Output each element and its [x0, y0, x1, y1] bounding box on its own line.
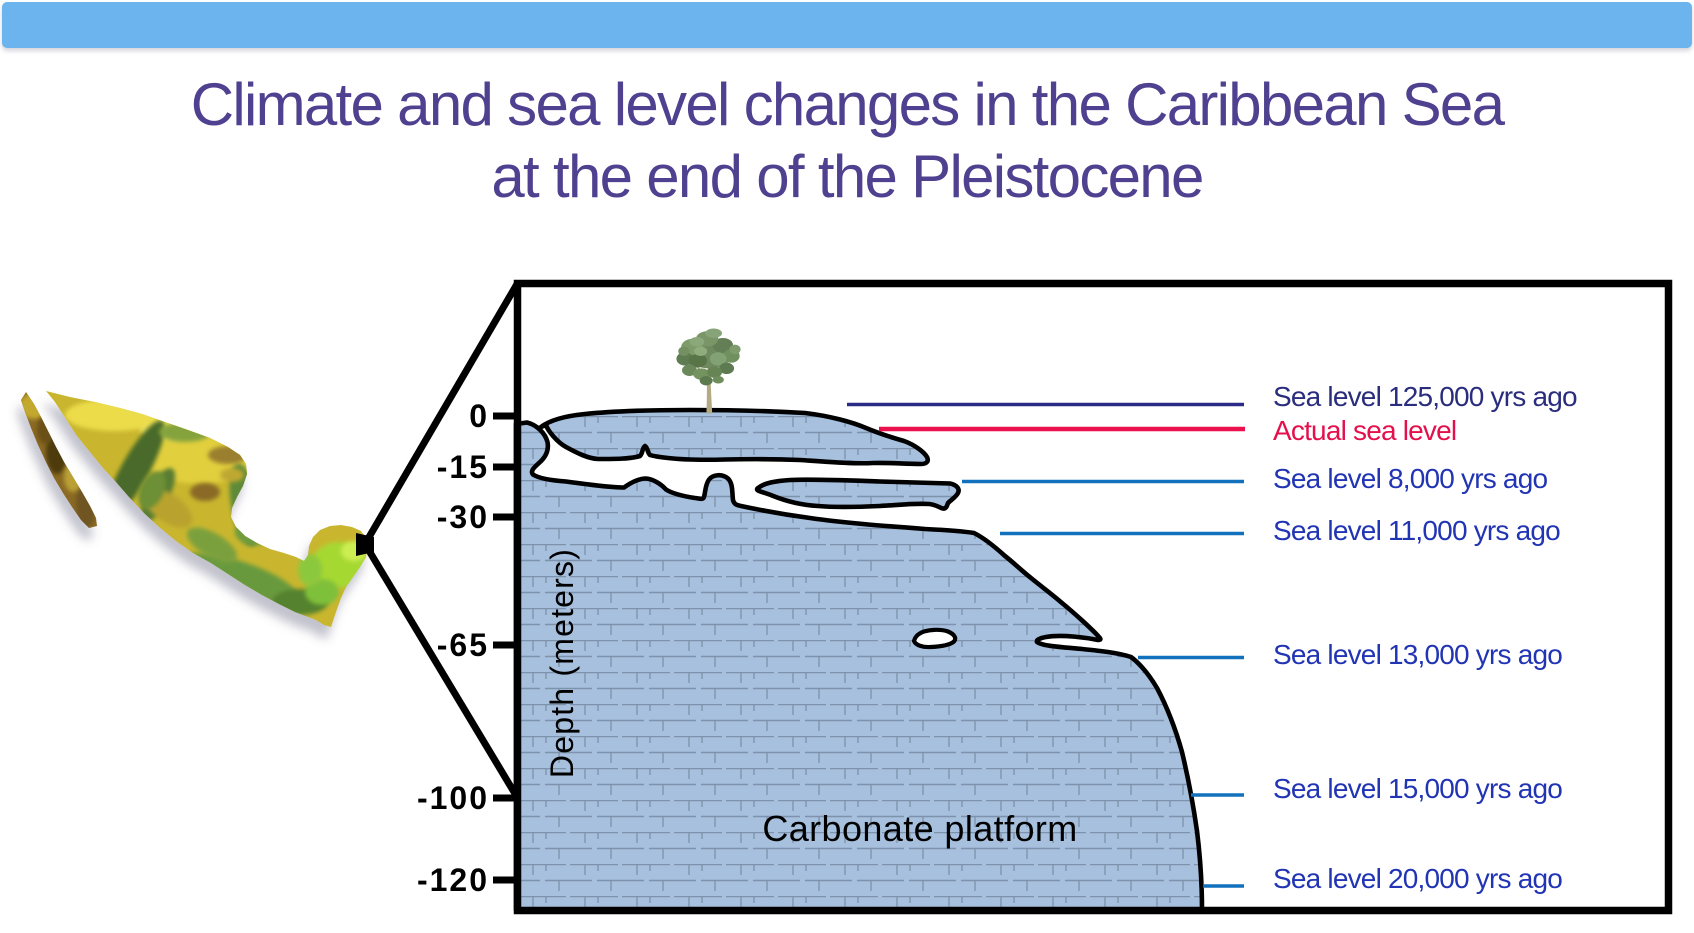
svg-text:Sea level 20,000 yrs ago: Sea level 20,000 yrs ago	[1273, 863, 1562, 894]
svg-text:Actual sea level: Actual sea level	[1273, 415, 1456, 446]
svg-text:-65: -65	[437, 627, 489, 663]
svg-text:Carbonate platform: Carbonate platform	[762, 808, 1077, 849]
svg-text:Sea level 8,000 yrs ago: Sea level 8,000 yrs ago	[1273, 463, 1547, 494]
svg-text:Sea level 125,000 yrs ago: Sea level 125,000 yrs ago	[1273, 381, 1577, 412]
svg-text:-100: -100	[417, 780, 489, 816]
svg-text:-15: -15	[437, 449, 489, 485]
svg-text:Sea level 13,000 yrs ago: Sea level 13,000 yrs ago	[1273, 639, 1562, 670]
svg-text:-30: -30	[437, 499, 489, 535]
svg-text:0: 0	[469, 398, 489, 434]
svg-text:Depth (meters): Depth (meters)	[544, 548, 580, 778]
svg-text:Sea level 15,000 yrs ago: Sea level 15,000 yrs ago	[1273, 773, 1562, 804]
svg-text:Sea level 11,000 yrs ago: Sea level 11,000 yrs ago	[1273, 515, 1560, 546]
svg-text:-120: -120	[417, 862, 489, 898]
